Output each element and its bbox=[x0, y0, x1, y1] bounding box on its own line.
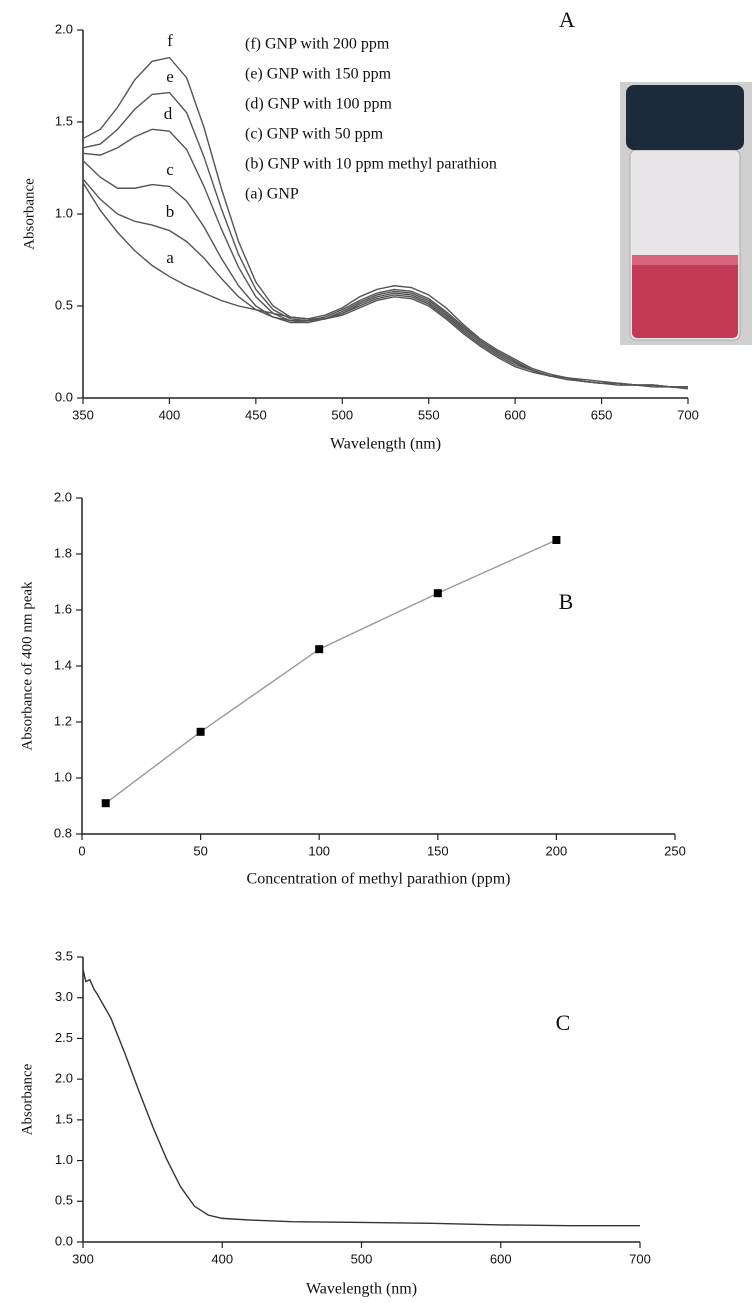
y-tick-label: 1.0 bbox=[55, 205, 73, 220]
y-tick-label: 0.8 bbox=[54, 825, 72, 840]
x-tick-label: 450 bbox=[245, 407, 267, 422]
curve-label: e bbox=[166, 67, 174, 86]
x-tick-label: 500 bbox=[351, 1251, 373, 1266]
vial-liquid bbox=[632, 255, 738, 338]
y-tick-label: 1.0 bbox=[54, 769, 72, 784]
y-tick-label: 1.0 bbox=[55, 1152, 73, 1167]
y-tick-label: 1.8 bbox=[54, 545, 72, 560]
x-tick-label: 600 bbox=[504, 407, 526, 422]
x-tick-label: 700 bbox=[629, 1251, 651, 1266]
x-axis-label: Wavelength (nm) bbox=[306, 1281, 417, 1298]
legend-entry: (e) GNP with 150 ppm bbox=[245, 66, 392, 83]
vial-photo bbox=[620, 82, 752, 345]
x-tick-label: 650 bbox=[591, 407, 613, 422]
x-tick-label: 200 bbox=[546, 843, 568, 858]
x-tick-label: 600 bbox=[490, 1251, 512, 1266]
x-tick-label: 700 bbox=[677, 407, 699, 422]
y-axis-label: Absorbance bbox=[21, 178, 37, 250]
liquid-surface bbox=[632, 255, 738, 265]
x-tick-label: 550 bbox=[418, 407, 440, 422]
y-tick-label: 0.5 bbox=[55, 1193, 73, 1208]
y-tick-label: 2.0 bbox=[55, 1071, 73, 1086]
marker bbox=[101, 799, 110, 808]
curve-label: c bbox=[166, 160, 174, 179]
y-tick-label: 1.5 bbox=[55, 113, 73, 128]
x-tick-label: 100 bbox=[308, 843, 330, 858]
curve-label: b bbox=[166, 202, 175, 221]
y-tick-label: 0.5 bbox=[55, 297, 73, 312]
y-tick-label: 0.0 bbox=[55, 1233, 73, 1248]
legend-entry: (a) GNP bbox=[245, 186, 299, 203]
x-axis-label: Concentration of methyl parathion (ppm) bbox=[247, 871, 511, 888]
legend-entry: (d) GNP with 100 ppm bbox=[245, 96, 393, 113]
x-tick-label: 250 bbox=[664, 843, 686, 858]
x-tick-label: 400 bbox=[211, 1251, 233, 1266]
x-axis-label: Wavelength (nm) bbox=[330, 436, 441, 453]
marker bbox=[315, 645, 324, 654]
y-axis-label: Absorbance of 400 nm peak bbox=[19, 581, 35, 751]
y-tick-label: 1.2 bbox=[54, 713, 72, 728]
legend-entry: (b) GNP with 10 ppm methyl parathion bbox=[245, 156, 497, 173]
marker bbox=[552, 536, 561, 544]
y-tick-label: 3.5 bbox=[55, 948, 73, 963]
curve-label: a bbox=[166, 248, 174, 267]
curve-label: f bbox=[167, 31, 173, 50]
x-tick-label: 400 bbox=[159, 407, 181, 422]
x-tick-label: 500 bbox=[331, 407, 353, 422]
series-line bbox=[82, 56, 688, 388]
panel-label: A bbox=[559, 7, 575, 32]
y-tick-label: 2.5 bbox=[55, 1030, 73, 1045]
vial-cap bbox=[626, 85, 744, 150]
series-line bbox=[82, 969, 640, 1227]
x-tick-label: 0 bbox=[78, 843, 85, 858]
x-tick-label: 300 bbox=[72, 1251, 94, 1266]
series-line bbox=[82, 160, 688, 388]
y-tick-label: 3.0 bbox=[55, 989, 73, 1004]
y-tick-label: 2.0 bbox=[54, 489, 72, 504]
curve-label: d bbox=[164, 104, 173, 123]
x-tick-label: 150 bbox=[427, 843, 449, 858]
marker bbox=[433, 589, 442, 598]
x-tick-label: 350 bbox=[72, 407, 94, 422]
y-axis-label: Absorbance bbox=[19, 1063, 35, 1135]
marker bbox=[196, 727, 205, 736]
series-line bbox=[105, 539, 557, 804]
legend-entry: (f) GNP with 200 ppm bbox=[245, 36, 390, 53]
y-tick-label: 0.0 bbox=[55, 389, 73, 404]
panel-label: B bbox=[559, 589, 574, 614]
y-tick-label: 1.4 bbox=[54, 657, 72, 672]
y-tick-label: 1.5 bbox=[55, 1111, 73, 1126]
y-tick-label: 1.6 bbox=[54, 601, 72, 616]
y-tick-label: 2.0 bbox=[55, 21, 73, 36]
series-line bbox=[82, 182, 689, 390]
legend-entry: (c) GNP with 50 ppm bbox=[245, 126, 384, 143]
panel-label: C bbox=[556, 1010, 571, 1035]
x-tick-label: 50 bbox=[193, 843, 207, 858]
